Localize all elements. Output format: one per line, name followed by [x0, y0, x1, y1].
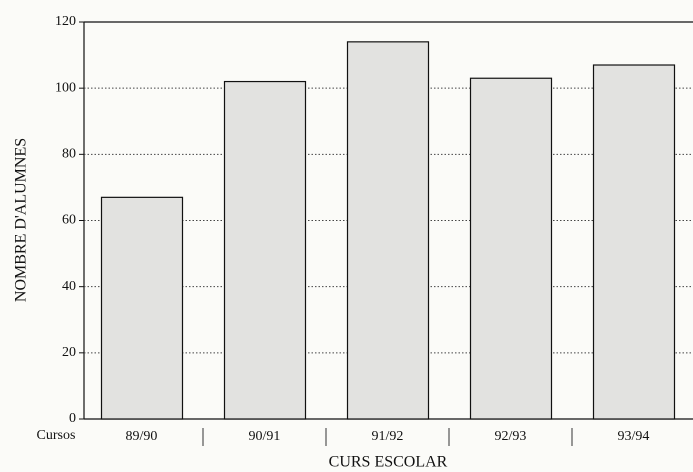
bar: [346, 41, 430, 420]
bar: [100, 196, 184, 420]
x-axis-label: CURS ESCOLAR: [329, 454, 448, 471]
x-tick-label: 93/94: [618, 429, 650, 444]
bar: [469, 77, 553, 420]
y-tick-label: 100: [55, 80, 76, 95]
x-tick-label: 90/91: [249, 429, 281, 444]
x-tick-label: 91/92: [372, 429, 404, 444]
y-tick-label: 60: [62, 213, 76, 228]
bar: [223, 80, 307, 420]
y-tick-label: 40: [62, 279, 76, 294]
x-header: Cursos: [37, 428, 76, 443]
y-axis-label: NOMBRE D'ALUMNES: [13, 138, 30, 302]
x-tick-label: 92/93: [495, 429, 527, 444]
x-tick-label: 89/90: [126, 429, 158, 444]
y-tick-label: 20: [62, 345, 76, 360]
y-tick-label: 120: [55, 14, 76, 29]
y-tick-label: 0: [69, 411, 76, 426]
y-tick-label: 80: [62, 147, 76, 162]
bar: [592, 64, 676, 420]
